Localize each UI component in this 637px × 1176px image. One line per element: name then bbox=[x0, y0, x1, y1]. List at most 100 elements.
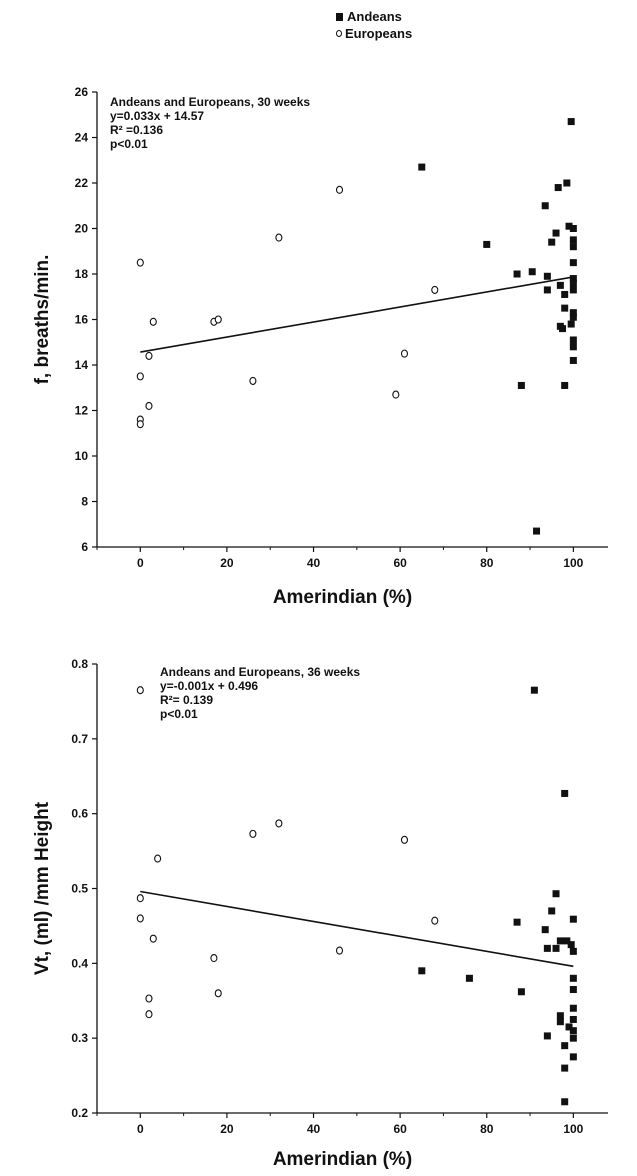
european-point bbox=[210, 954, 218, 963]
x-tick-label: 20 bbox=[220, 556, 234, 570]
andean-point bbox=[513, 270, 521, 278]
european-point bbox=[154, 854, 162, 863]
european-point bbox=[275, 233, 283, 242]
european-point bbox=[136, 420, 144, 429]
andean-point bbox=[569, 313, 577, 321]
plot-area: 0.2 0.3 0.4 0.5 0.6 0.7 0.8 0 20 40 60 80 100 Amerind… bbox=[32, 657, 608, 1170]
andean-point bbox=[569, 974, 577, 982]
annotation-line: p<0.01 bbox=[160, 707, 198, 721]
andean-point bbox=[528, 268, 536, 276]
andean-point bbox=[569, 243, 577, 251]
x-tick-label: 60 bbox=[393, 1122, 407, 1136]
y-tick-label: 0.7 bbox=[71, 732, 88, 746]
x-tick-label: 20 bbox=[220, 1122, 234, 1136]
andean-point bbox=[517, 988, 525, 996]
andean-point bbox=[569, 986, 577, 994]
european-point bbox=[214, 989, 222, 998]
european-point bbox=[249, 376, 257, 385]
y-tick-label: 0.2 bbox=[71, 1106, 88, 1120]
european-point bbox=[145, 401, 153, 411]
andean-point bbox=[543, 272, 551, 280]
andean-point bbox=[543, 286, 551, 294]
andean-point bbox=[561, 304, 569, 312]
andean-point bbox=[541, 926, 549, 934]
y-tick-label: 20 bbox=[75, 222, 89, 236]
european-point bbox=[249, 829, 257, 838]
andean-point bbox=[569, 279, 577, 287]
legend: Andeans Europeans bbox=[336, 8, 412, 42]
andean-point bbox=[465, 974, 473, 982]
andean-point bbox=[569, 275, 577, 283]
european-point bbox=[136, 372, 144, 381]
andean-point bbox=[569, 225, 577, 232]
andean-point bbox=[569, 356, 577, 364]
european-point bbox=[335, 185, 344, 194]
x-tick-label: 40 bbox=[307, 556, 321, 570]
y-tick-label: 0.4 bbox=[71, 956, 88, 970]
andean-point bbox=[567, 118, 575, 126]
y-tick-label: 10 bbox=[75, 449, 89, 463]
andean-point bbox=[552, 229, 560, 237]
andean-point bbox=[559, 325, 567, 333]
square-marker-icon bbox=[336, 12, 343, 21]
series-andeans bbox=[418, 686, 577, 1106]
annotation-line: R²= 0.139 bbox=[160, 693, 213, 707]
andean-point bbox=[554, 184, 562, 192]
european-point bbox=[431, 916, 439, 925]
x-tick-label: 100 bbox=[563, 556, 583, 570]
european-point bbox=[214, 315, 222, 324]
series-europeans bbox=[136, 185, 439, 429]
x-axis-title: Amerindian (%) bbox=[273, 587, 412, 608]
european-point bbox=[136, 686, 144, 695]
y-axis-title: f, breaths/min. bbox=[32, 255, 53, 385]
andean-point bbox=[561, 789, 569, 797]
y-tick-label: 0.5 bbox=[71, 882, 88, 896]
andean-point bbox=[569, 309, 577, 317]
andean-point bbox=[517, 381, 525, 389]
y-axis-title: Vt, (ml) /mm Height bbox=[32, 801, 53, 975]
annotation-line: Andeans and Europeans, 30 weeks bbox=[110, 95, 310, 109]
y-tick-label: 12 bbox=[75, 404, 89, 418]
andean-point bbox=[418, 163, 426, 171]
y-tick-label: 8 bbox=[81, 495, 88, 509]
y-tick-label: 0.8 bbox=[71, 657, 88, 671]
andean-point bbox=[569, 336, 577, 344]
annotation-line: Andeans and Europeans, 36 weeks bbox=[160, 665, 360, 679]
y-tick-label: 14 bbox=[75, 358, 89, 372]
european-point bbox=[431, 285, 439, 294]
y-tick-label: 26 bbox=[75, 85, 89, 99]
andean-point bbox=[548, 907, 556, 915]
european-point bbox=[149, 934, 157, 943]
andean-point bbox=[569, 1027, 577, 1035]
european-point bbox=[136, 258, 144, 267]
annotation-line: y=-0.001x + 0.496 bbox=[160, 679, 258, 693]
andean-point bbox=[561, 381, 569, 389]
annotation-line: p<0.01 bbox=[110, 137, 148, 151]
european-point bbox=[136, 894, 144, 903]
andean-point bbox=[513, 918, 521, 926]
andean-point bbox=[565, 1023, 573, 1031]
andean-point bbox=[561, 1064, 569, 1072]
european-point bbox=[400, 349, 409, 358]
andean-point bbox=[569, 343, 577, 351]
circle-marker-icon bbox=[336, 30, 342, 37]
andean-point bbox=[552, 944, 560, 952]
x-tick-label: 80 bbox=[480, 556, 494, 570]
andean-point bbox=[569, 947, 577, 955]
european-point bbox=[145, 994, 153, 1003]
european-point bbox=[136, 914, 144, 923]
andean-point bbox=[563, 179, 571, 187]
andean-point bbox=[563, 937, 571, 945]
andean-point bbox=[556, 1018, 564, 1026]
andean-point bbox=[567, 941, 575, 949]
andean-point bbox=[552, 890, 560, 898]
x-tick-label: 40 bbox=[307, 1122, 321, 1136]
andean-point bbox=[561, 1042, 569, 1050]
andean-point bbox=[569, 286, 577, 294]
european-point bbox=[275, 819, 283, 828]
y-tick-label: 6 bbox=[81, 540, 88, 554]
legend-item-andeans: Andeans bbox=[336, 8, 412, 25]
x-tick-label: 0 bbox=[137, 1122, 144, 1136]
